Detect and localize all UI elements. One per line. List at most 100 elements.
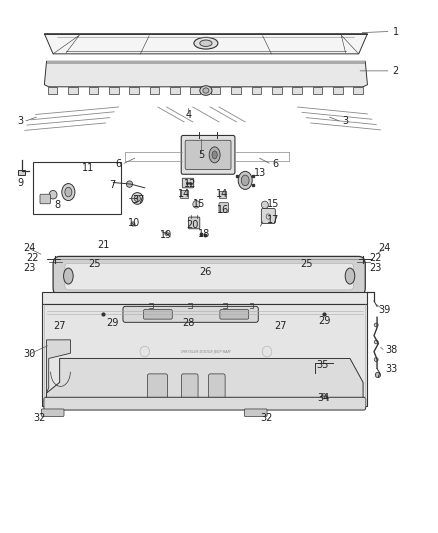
Ellipse shape: [261, 201, 268, 208]
FancyBboxPatch shape: [188, 217, 200, 229]
Text: 32: 32: [33, 413, 45, 423]
Text: 11: 11: [82, 163, 94, 173]
Ellipse shape: [345, 268, 355, 284]
Text: 29: 29: [106, 318, 118, 328]
Text: 4: 4: [185, 110, 191, 120]
Ellipse shape: [132, 192, 143, 204]
Text: 37: 37: [132, 195, 145, 205]
Text: 17: 17: [267, 215, 280, 225]
FancyBboxPatch shape: [44, 397, 366, 410]
Text: 21: 21: [97, 240, 110, 250]
FancyBboxPatch shape: [313, 87, 322, 94]
FancyBboxPatch shape: [41, 409, 64, 416]
Text: 24: 24: [23, 244, 35, 253]
FancyBboxPatch shape: [40, 194, 50, 204]
FancyBboxPatch shape: [185, 140, 231, 169]
Ellipse shape: [374, 340, 378, 344]
Text: 7: 7: [109, 180, 115, 190]
Polygon shape: [44, 61, 367, 87]
Polygon shape: [46, 61, 365, 64]
Text: 26: 26: [200, 267, 212, 277]
Text: 22: 22: [369, 253, 381, 263]
Text: 15: 15: [193, 199, 205, 209]
Text: 6: 6: [116, 159, 122, 169]
Text: 8: 8: [54, 200, 60, 211]
FancyBboxPatch shape: [123, 306, 258, 322]
Text: 10: 10: [128, 218, 140, 228]
Text: 9: 9: [18, 178, 24, 188]
Text: 23: 23: [23, 263, 35, 272]
FancyBboxPatch shape: [333, 87, 343, 94]
Ellipse shape: [194, 37, 218, 49]
Text: CHRYSLER·DODGE·JEEP·RAM: CHRYSLER·DODGE·JEEP·RAM: [180, 350, 231, 353]
Text: 14: 14: [216, 189, 229, 199]
Ellipse shape: [238, 171, 252, 189]
FancyBboxPatch shape: [180, 190, 188, 198]
FancyBboxPatch shape: [353, 87, 363, 94]
Text: 14: 14: [178, 189, 190, 199]
Ellipse shape: [134, 195, 141, 201]
FancyBboxPatch shape: [109, 87, 119, 94]
Text: 27: 27: [53, 321, 66, 331]
Ellipse shape: [131, 222, 135, 226]
Text: 38: 38: [385, 345, 398, 356]
Text: 15: 15: [267, 199, 280, 209]
FancyBboxPatch shape: [42, 292, 367, 304]
FancyBboxPatch shape: [220, 310, 249, 319]
Text: 34: 34: [318, 393, 330, 403]
FancyBboxPatch shape: [170, 87, 180, 94]
Polygon shape: [44, 34, 367, 54]
Text: 25: 25: [88, 259, 101, 269]
Text: 6: 6: [273, 159, 279, 169]
Ellipse shape: [165, 232, 168, 236]
Text: 27: 27: [274, 321, 286, 331]
FancyBboxPatch shape: [292, 87, 302, 94]
Text: 3: 3: [17, 116, 23, 126]
Ellipse shape: [49, 190, 57, 199]
Text: 29: 29: [318, 316, 331, 326]
FancyBboxPatch shape: [272, 87, 282, 94]
FancyBboxPatch shape: [191, 87, 200, 94]
FancyBboxPatch shape: [42, 304, 367, 406]
FancyBboxPatch shape: [148, 374, 167, 405]
FancyBboxPatch shape: [261, 208, 276, 223]
FancyBboxPatch shape: [219, 191, 226, 198]
FancyBboxPatch shape: [129, 87, 139, 94]
Text: 39: 39: [379, 305, 391, 315]
FancyBboxPatch shape: [251, 87, 261, 94]
Text: 33: 33: [385, 364, 398, 374]
Text: 3: 3: [343, 116, 349, 126]
Ellipse shape: [375, 372, 381, 377]
FancyBboxPatch shape: [88, 87, 98, 94]
FancyBboxPatch shape: [65, 263, 353, 290]
FancyBboxPatch shape: [231, 87, 241, 94]
Text: 32: 32: [260, 413, 272, 423]
FancyBboxPatch shape: [150, 87, 159, 94]
Ellipse shape: [200, 40, 212, 46]
Polygon shape: [46, 359, 363, 406]
Text: 20: 20: [187, 220, 199, 230]
FancyBboxPatch shape: [53, 256, 365, 296]
Text: 2: 2: [393, 66, 399, 76]
Text: 5: 5: [198, 150, 205, 160]
Ellipse shape: [241, 175, 249, 185]
Text: 24: 24: [379, 244, 391, 253]
Text: 35: 35: [317, 360, 329, 370]
Ellipse shape: [62, 183, 75, 200]
Ellipse shape: [200, 86, 212, 95]
FancyBboxPatch shape: [219, 203, 229, 212]
Ellipse shape: [127, 181, 133, 187]
Ellipse shape: [65, 187, 72, 197]
FancyBboxPatch shape: [244, 409, 267, 416]
Text: 28: 28: [182, 318, 194, 328]
Ellipse shape: [203, 88, 209, 93]
Ellipse shape: [321, 393, 326, 399]
FancyBboxPatch shape: [181, 135, 235, 174]
Ellipse shape: [193, 200, 200, 208]
FancyBboxPatch shape: [68, 87, 78, 94]
Ellipse shape: [374, 358, 378, 361]
Ellipse shape: [209, 147, 220, 163]
Ellipse shape: [64, 268, 73, 284]
FancyBboxPatch shape: [181, 374, 198, 405]
Ellipse shape: [374, 323, 378, 327]
